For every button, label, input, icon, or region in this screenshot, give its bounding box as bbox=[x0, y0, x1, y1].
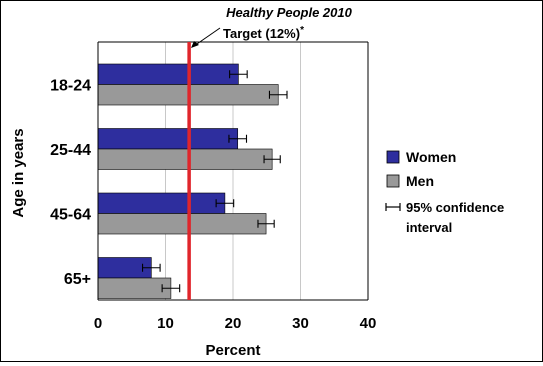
x-tick-label: 40 bbox=[360, 315, 377, 332]
bar-men bbox=[97, 148, 273, 170]
bar-women bbox=[97, 192, 226, 214]
legend-swatch-men bbox=[386, 174, 400, 188]
x-tick-label: 20 bbox=[225, 315, 242, 332]
target-arrowhead bbox=[191, 41, 199, 48]
target-label-line1: Healthy People 2010 bbox=[226, 5, 352, 20]
bar-women bbox=[97, 128, 239, 150]
y-category-labels: 18-24 25-44 45-64 65+ bbox=[50, 78, 91, 289]
y-category-label: 45-64 bbox=[50, 207, 91, 224]
bar-men bbox=[97, 277, 172, 299]
bars bbox=[97, 63, 288, 299]
target-callout-arrow bbox=[193, 27, 221, 47]
y-axis-label: Age in years bbox=[10, 128, 27, 217]
legend: Women Men 95% confidence interval bbox=[385, 149, 504, 235]
axes bbox=[97, 41, 369, 301]
legend-label-men: Men bbox=[406, 173, 434, 189]
legend-label-ci-line1: 95% confidence bbox=[406, 200, 504, 215]
legend-swatch-women bbox=[386, 150, 400, 164]
x-tick-label: 10 bbox=[157, 315, 174, 332]
x-tick-labels: 0 10 20 30 40 bbox=[94, 315, 377, 332]
target-footnote-mark: * bbox=[300, 25, 304, 36]
x-tick-label: 0 bbox=[94, 315, 102, 332]
legend-label-ci-line2: interval bbox=[406, 220, 452, 235]
legend-label-women: Women bbox=[406, 149, 456, 165]
bar-men bbox=[97, 213, 267, 235]
y-category-label: 25-44 bbox=[50, 142, 91, 159]
bar-women bbox=[97, 63, 239, 85]
x-axis-label: Percent bbox=[205, 342, 260, 359]
x-tick-label: 30 bbox=[292, 315, 309, 332]
y-category-label: 18-24 bbox=[50, 78, 91, 95]
bar-chart: 0 10 20 30 40 18-24 25-44 45-64 65+ Percent Age… bbox=[10, 5, 504, 359]
y-category-label: 65+ bbox=[64, 271, 91, 288]
target-label-line2: Target (12%)* bbox=[223, 25, 304, 41]
